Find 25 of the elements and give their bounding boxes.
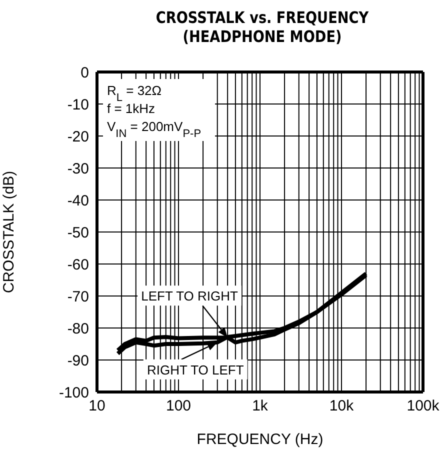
annotation: RIGHT TO LEFT: [146, 362, 244, 378]
chart-subtitle: (HEADPHONE MODE): [182, 27, 343, 46]
x-tick-label: 100: [166, 398, 192, 415]
y-tick-label: -80: [67, 320, 89, 338]
y-axis-title: CROSSTALK (dB): [0, 170, 18, 294]
x-tick-label: 10k: [329, 398, 354, 415]
annotation: R$_{L}$ = 32Ω: [107, 83, 162, 104]
annotation: f = 1kHz: [107, 101, 156, 116]
y-tick-label: -70: [67, 288, 89, 306]
x-tick-label: 10: [88, 398, 106, 415]
y-tick-label: -20: [67, 128, 89, 146]
x-axis-title: FREQUENCY (Hz): [196, 431, 324, 448]
chart-title: CROSSTALK vs. FREQUENCY: [154, 8, 370, 27]
annotation: LEFT TO RIGHT: [141, 288, 238, 304]
x-tick-label: 100k: [406, 398, 440, 415]
y-tick-label: -90: [67, 352, 89, 370]
y-tick-label: -10: [67, 96, 89, 114]
y-tick-label: -60: [67, 256, 89, 274]
y-tick-label: -100: [58, 384, 89, 402]
y-tick-label: -30: [67, 160, 89, 178]
y-tick-label: 0: [80, 64, 89, 82]
y-tick-label: -40: [67, 192, 89, 210]
annotation: V$_{IN}$ = 200mV$_{P-P}$: [107, 119, 202, 140]
y-tick-label: -50: [67, 224, 89, 242]
x-tick-label: 1k: [252, 398, 268, 415]
